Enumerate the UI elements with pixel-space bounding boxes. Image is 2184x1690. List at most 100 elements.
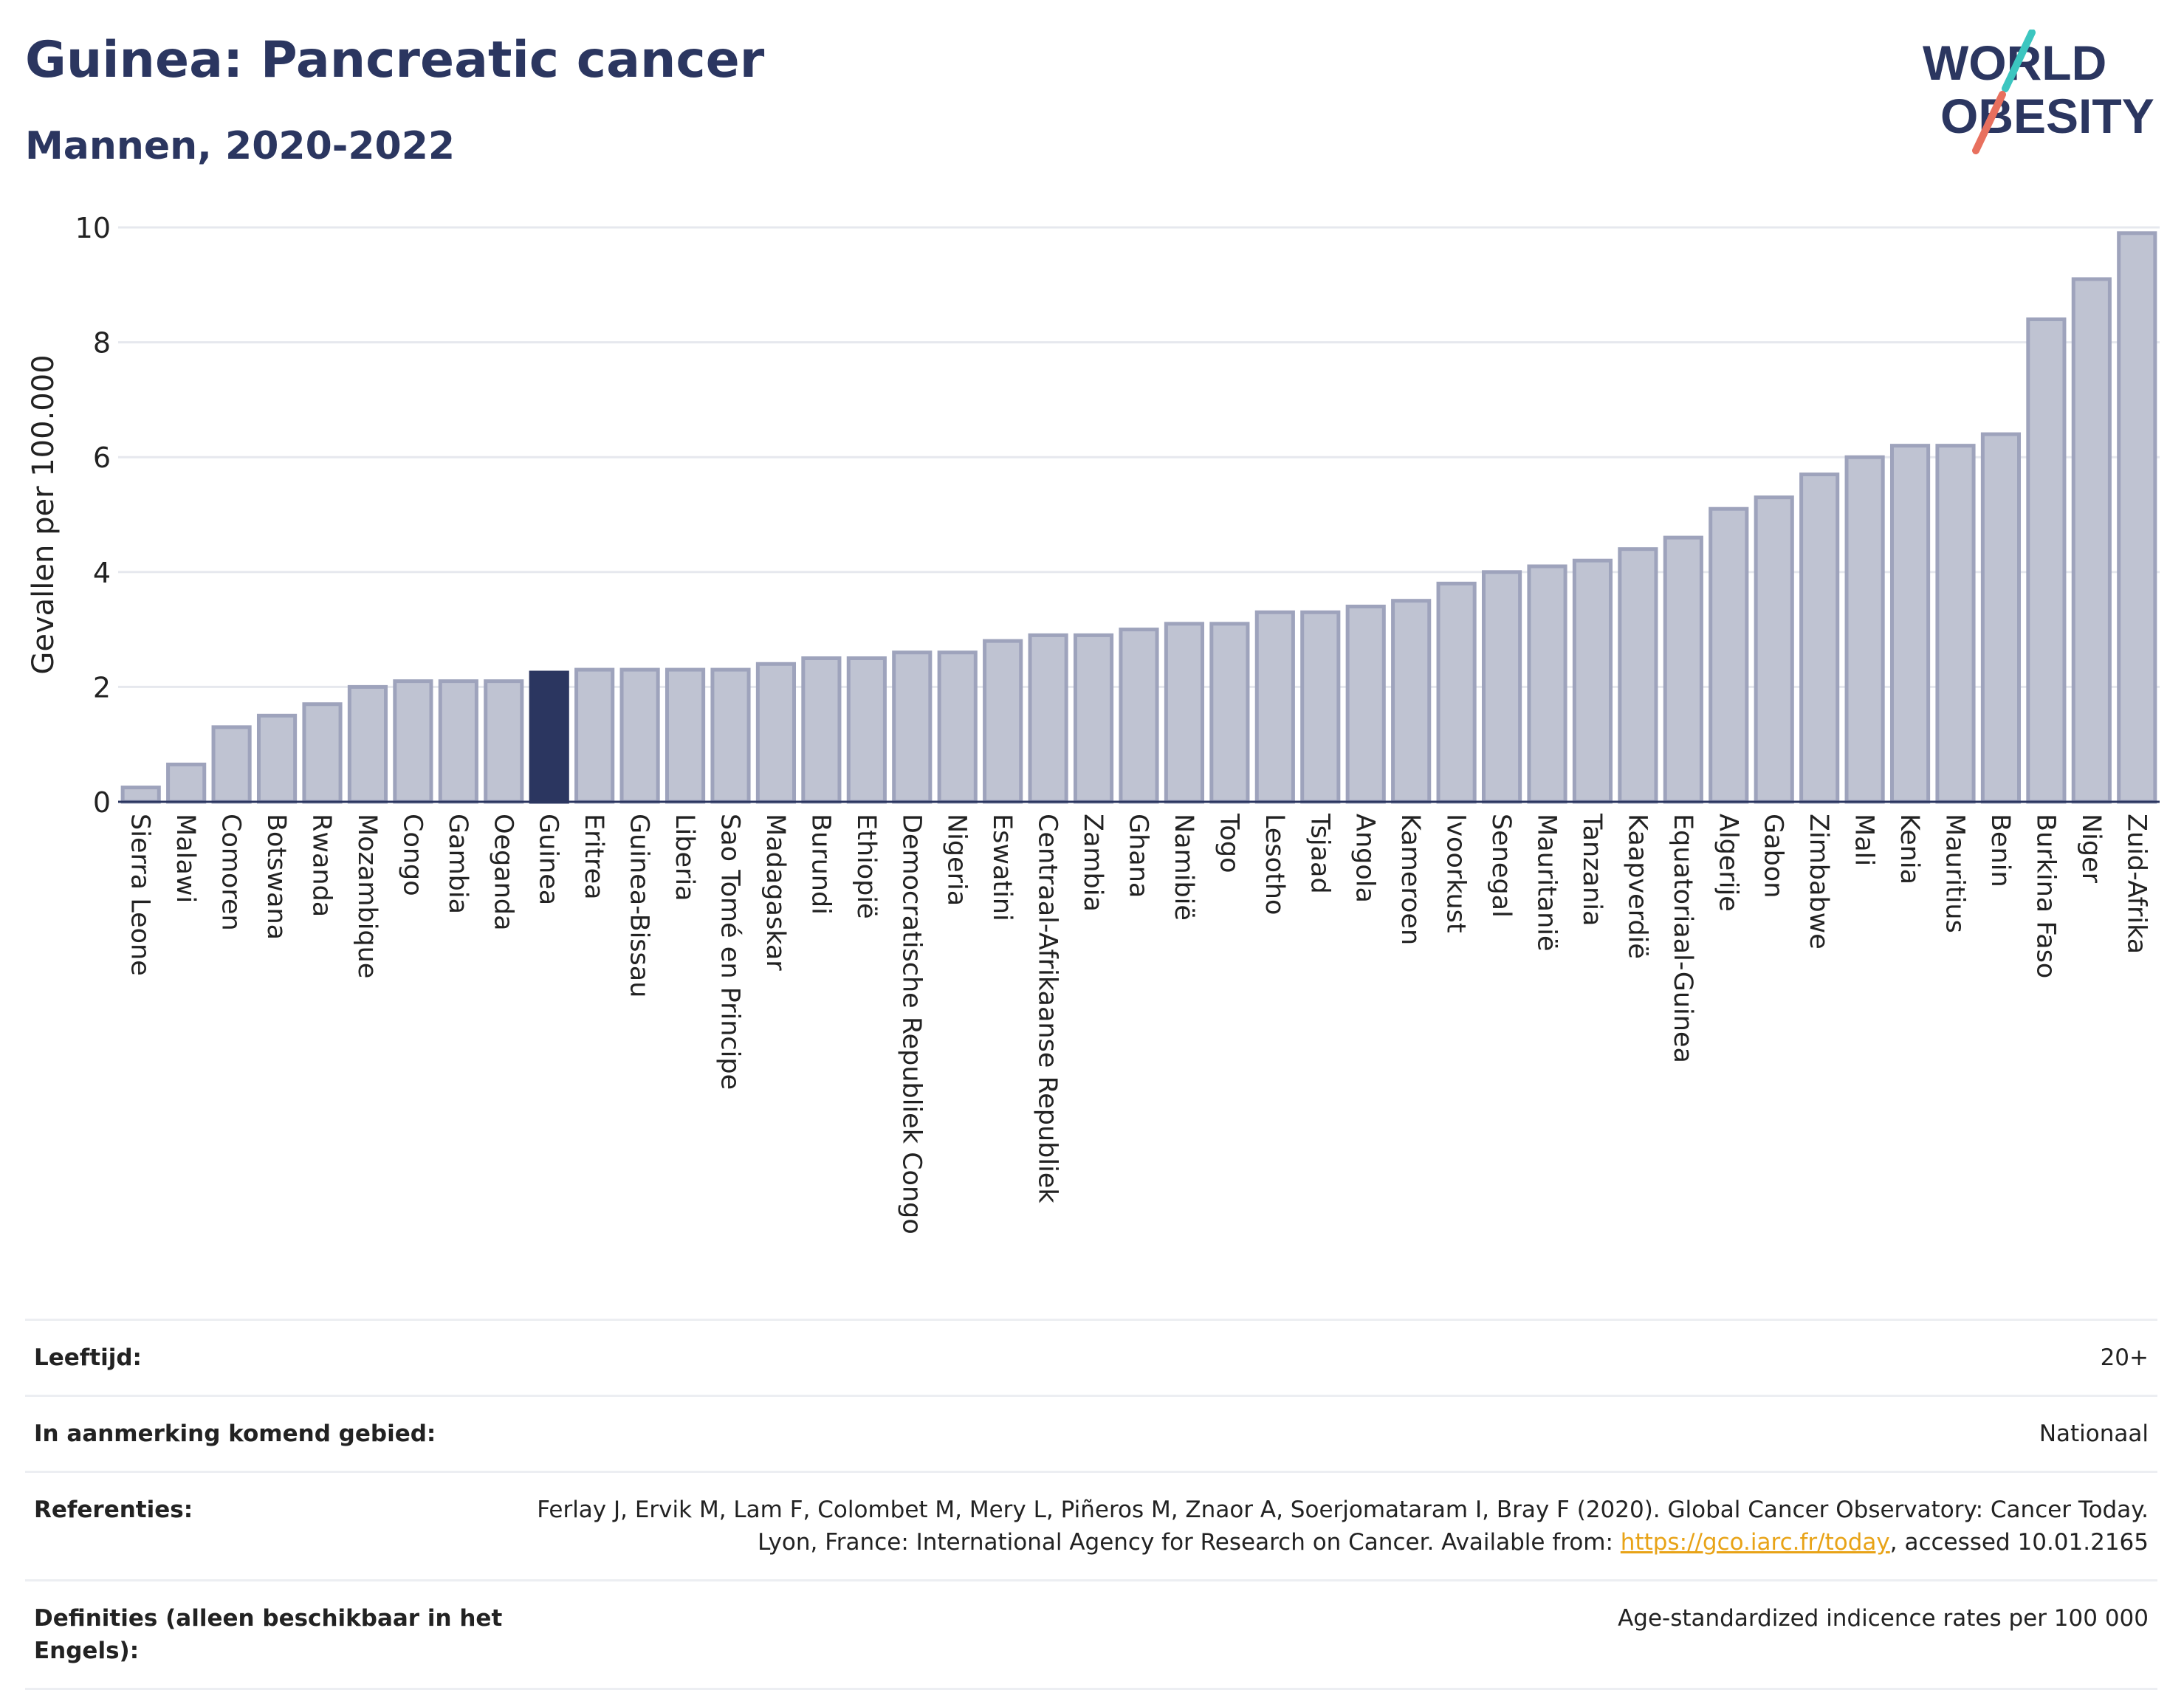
references-link[interactable]: https://gco.iarc.fr/today bbox=[1620, 1529, 1890, 1556]
page-subtitle: Mannen, 2020-2022 bbox=[25, 124, 456, 168]
y-tick-labels: 0 2 4 6 8 10 bbox=[75, 212, 111, 819]
bar-mauritius[interactable] bbox=[1935, 444, 1976, 804]
bar-gabon[interactable] bbox=[1754, 495, 1794, 804]
x-tick-label: Eritrea bbox=[579, 814, 608, 900]
age-value: 20+ bbox=[2100, 1344, 2149, 1371]
bar-eritrea[interactable] bbox=[574, 667, 615, 804]
x-tick-label: Democratische Republiek Congo bbox=[896, 814, 926, 1234]
bar-togo[interactable] bbox=[1209, 622, 1250, 804]
y-axis-label: Gevallen per 100.000 bbox=[27, 354, 61, 674]
x-tick-label: Eswatini bbox=[987, 814, 1017, 921]
bar-malawi[interactable] bbox=[166, 762, 207, 804]
bar-mozambique[interactable] bbox=[347, 684, 388, 804]
bar-ghana[interactable] bbox=[1119, 628, 1159, 804]
x-tick-label: Ivoorkust bbox=[1441, 814, 1471, 933]
bar-zimbabwe[interactable] bbox=[1799, 473, 1840, 804]
bar-kameroen[interactable] bbox=[1391, 599, 1432, 804]
x-tick-label: Lesotho bbox=[1260, 814, 1289, 915]
x-tick-label: Kameroen bbox=[1395, 814, 1425, 945]
y-tick-label: 4 bbox=[93, 557, 111, 589]
bar-gambia[interactable] bbox=[438, 679, 478, 804]
x-tick-label: Congo bbox=[397, 814, 427, 896]
meta-row-definitions: Definities (alleen beschikbaar in het En… bbox=[25, 1579, 2157, 1690]
x-tick-label: Centraal-Afrikaanse Republiek bbox=[1033, 814, 1062, 1203]
bar-niger[interactable] bbox=[2071, 277, 2112, 804]
logo-slash-teal bbox=[2002, 30, 2036, 92]
bar-liberia[interactable] bbox=[665, 667, 706, 804]
x-tick-label: Benin bbox=[1985, 814, 2015, 887]
x-tick-label: Kaapverdië bbox=[1622, 814, 1652, 959]
logo-line2: OBESITY bbox=[1940, 89, 2154, 143]
area-value: Nationaal bbox=[2039, 1421, 2149, 1447]
x-tick-label: Zambia bbox=[1078, 814, 1108, 912]
x-tick-label: Mali bbox=[1850, 814, 1879, 866]
bar-oeganda[interactable] bbox=[484, 679, 524, 804]
references-value: Ferlay J, Ervik M, Lam F, Colombet M, Me… bbox=[506, 1494, 2149, 1559]
x-tick-label: Ghana bbox=[1124, 814, 1153, 898]
bar-tsjaad[interactable] bbox=[1300, 610, 1341, 804]
x-tick-label: Mozambique bbox=[352, 814, 382, 978]
bars bbox=[120, 231, 2157, 804]
bar-democratische-republiek-congo[interactable] bbox=[892, 650, 933, 804]
metadata-table: Leeftijd: 20+ In aanmerking komend gebie… bbox=[25, 1319, 2157, 1690]
bar-algerije[interactable] bbox=[1709, 506, 1749, 804]
definitions-label: Definities (alleen beschikbaar in het En… bbox=[34, 1605, 503, 1664]
bar-namibi-[interactable] bbox=[1164, 622, 1205, 804]
x-tick-label: Senegal bbox=[1486, 814, 1516, 918]
bar-ethiopi-[interactable] bbox=[846, 656, 887, 804]
references-label: Referenties: bbox=[34, 1497, 193, 1523]
bar-senegal[interactable] bbox=[1481, 570, 1522, 804]
bar-eswatini[interactable] bbox=[983, 639, 1023, 804]
x-tick-label: Kenia bbox=[1895, 814, 1924, 884]
x-tick-label: Nigeria bbox=[942, 814, 972, 906]
bar-congo[interactable] bbox=[393, 679, 433, 804]
references-text: Ferlay J, Ervik M, Lam F, Colombet M, Me… bbox=[537, 1497, 2149, 1556]
bar-kaapverdi-[interactable] bbox=[1618, 547, 1658, 804]
x-tick-label: Mauritius bbox=[1940, 814, 1970, 933]
area-label: In aanmerking komend gebied: bbox=[34, 1421, 436, 1447]
bar-burundi[interactable] bbox=[801, 656, 842, 804]
bar-kenia[interactable] bbox=[1889, 444, 1931, 804]
x-tick-label: Togo bbox=[1214, 813, 1243, 873]
bar-botswana[interactable] bbox=[256, 713, 298, 804]
bar-burkina-faso[interactable] bbox=[2026, 317, 2067, 804]
bar-sao-tom-en-principe[interactable] bbox=[710, 667, 751, 804]
bar-guinea-bissau[interactable] bbox=[619, 667, 660, 804]
bar-comoren[interactable] bbox=[211, 725, 252, 804]
x-tick-label: Oeganda bbox=[488, 814, 518, 931]
x-tick-label: Burundi bbox=[806, 814, 835, 915]
x-tick-label: Botswana bbox=[261, 814, 291, 940]
x-tick-label: Ethiopië bbox=[851, 814, 881, 919]
bar-angola[interactable] bbox=[1345, 604, 1386, 804]
y-tick-label: 0 bbox=[93, 786, 111, 819]
page-title: Guinea: Pancreatic cancer bbox=[25, 31, 765, 89]
x-tick-label: Rwanda bbox=[307, 814, 337, 917]
x-tick-label: Tanzania bbox=[1577, 813, 1607, 926]
x-tick-label: Gambia bbox=[443, 814, 473, 914]
x-tick-label: Guinea-Bissau bbox=[625, 814, 654, 997]
bar-mali[interactable] bbox=[1844, 455, 1885, 804]
bar-nigeria[interactable] bbox=[937, 650, 978, 804]
x-tick-label: Guinea bbox=[534, 814, 563, 905]
y-tick-label: 8 bbox=[93, 327, 111, 360]
meta-row-age: Leeftijd: 20+ bbox=[25, 1319, 2157, 1395]
bar-rwanda[interactable] bbox=[302, 702, 343, 804]
x-tick-label: Mauritanië bbox=[1532, 814, 1562, 952]
y-tick-label: 10 bbox=[75, 212, 111, 244]
bar-mauritani-[interactable] bbox=[1527, 564, 1567, 804]
bar-guinea[interactable] bbox=[529, 670, 569, 804]
x-tick-label: Angola bbox=[1350, 814, 1380, 903]
bar-zuid-afrika[interactable] bbox=[2117, 231, 2157, 804]
bar-lesotho[interactable] bbox=[1254, 610, 1295, 804]
bar-tanzania[interactable] bbox=[1572, 558, 1613, 804]
bar-madagaskar[interactable] bbox=[755, 662, 797, 804]
bar-zambia[interactable] bbox=[1073, 633, 1114, 804]
y-tick-label: 6 bbox=[93, 442, 111, 474]
bar-ivoorkust[interactable] bbox=[1436, 581, 1477, 804]
x-tick-label: Madagaskar bbox=[760, 814, 790, 971]
bar-benin[interactable] bbox=[1980, 432, 2022, 804]
bar-sierra-leone[interactable] bbox=[120, 786, 161, 804]
x-tick-label: Zuid-Afrika bbox=[2121, 814, 2151, 954]
bar-centraal-afrikaanse-republiek[interactable] bbox=[1028, 633, 1068, 804]
bar-equatoriaal-guinea[interactable] bbox=[1663, 535, 1703, 804]
